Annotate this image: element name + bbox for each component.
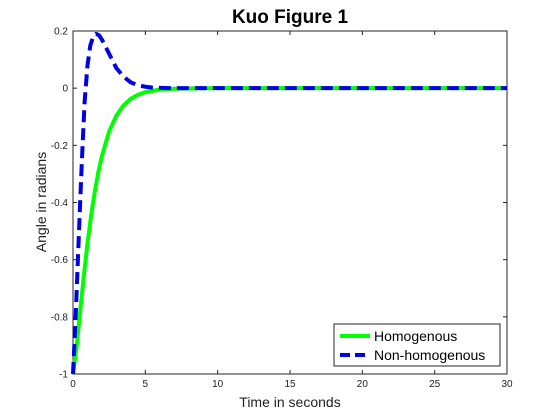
series-line-non-homogenous — [71, 31, 507, 375]
legend-box — [333, 323, 501, 367]
x-tick-label: 10 — [212, 379, 224, 390]
y-axis-label: Angle in radians — [33, 152, 49, 252]
legend-label-non-homogenous: Non-homogenous — [374, 347, 485, 363]
legend-label-homogenous: Homogenous — [374, 328, 457, 344]
y-tick-label: -1 — [59, 370, 68, 381]
y-tick-label: 0.2 — [54, 27, 68, 38]
y-tick-label: -0.4 — [51, 198, 69, 209]
x-tick-label: 30 — [501, 379, 513, 390]
x-axis-label: Time in seconds — [239, 394, 340, 410]
x-tick-label: 0 — [70, 379, 76, 390]
x-tick-label: 5 — [143, 379, 149, 390]
x-tick-label: 15 — [284, 379, 296, 390]
series-layer — [71, 31, 507, 375]
y-tick-label: -0.6 — [51, 255, 69, 266]
legend: Homogenous Non-homogenous — [333, 323, 501, 367]
ticks: 0 5 10 15 20 25 30 -1 -0.8 -0.6 -0.4 -0.2 0 0.2 — [51, 27, 513, 391]
y-tick-label: -0.8 — [51, 312, 69, 323]
y-tick-label: -0.2 — [51, 141, 69, 152]
series-line-homogenous — [71, 86, 507, 375]
x-tick-label: 20 — [357, 379, 369, 390]
x-tick-label: 25 — [429, 379, 441, 390]
y-tick-label: 0 — [62, 84, 68, 95]
plot-area — [72, 30, 508, 375]
chart-title: Kuo Figure 1 — [232, 7, 349, 28]
